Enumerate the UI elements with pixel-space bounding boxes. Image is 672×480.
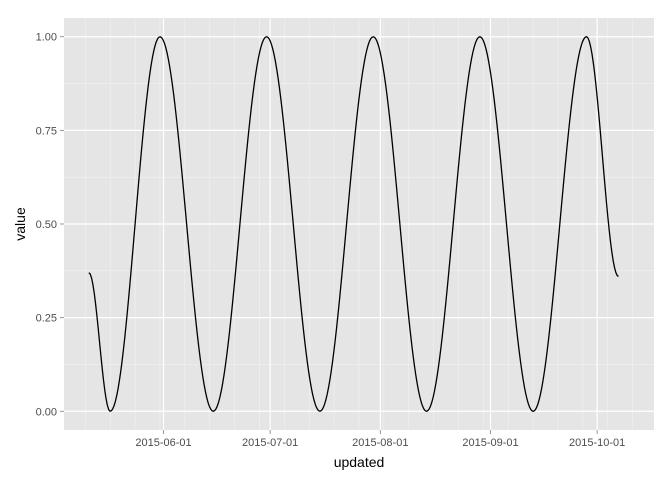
y-axis-title: value (12, 207, 28, 241)
x-axis: 2015-06-01 2015-07-01 2015-08-01 2015-09-01… (135, 430, 625, 449)
series-line-0 (88, 36, 619, 413)
x-tick-label: 2015-07-01 (242, 437, 298, 449)
y-tick-label: 0.25 (36, 313, 57, 325)
x-tick-label: 2015-09-01 (462, 437, 518, 449)
x-axis-title: updated (334, 454, 385, 470)
y-tick-label: 0.00 (36, 406, 57, 418)
y-tick-label: 0.50 (36, 219, 57, 231)
x-tick-label: 2015-06-01 (135, 437, 191, 449)
major-gridlines (64, 18, 654, 430)
x-tick-label: 2015-10-01 (569, 437, 625, 449)
y-axis: 0.00 0.25 0.50 0.75 1.00 (36, 32, 64, 418)
y-tick-label: 0.75 (36, 125, 57, 137)
y-tick-label: 1.00 (36, 32, 57, 44)
x-tick-label: 2015-08-01 (352, 437, 408, 449)
series-layer (88, 36, 619, 413)
